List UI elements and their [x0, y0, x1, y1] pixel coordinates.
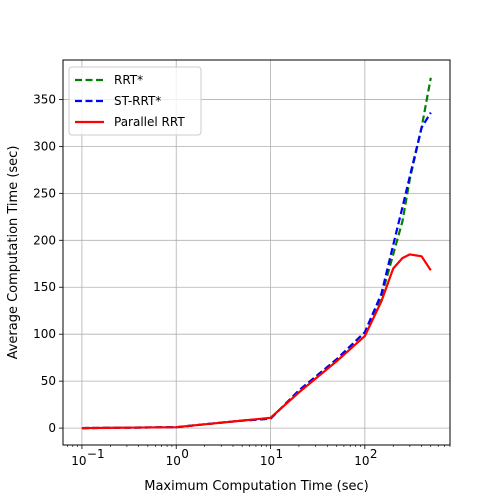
series-line-parallel-rrt — [81, 253, 432, 430]
x-tick-label: 10 — [260, 454, 275, 468]
y-tick-label: 300 — [33, 139, 56, 153]
x-tick-label-exponent: 1 — [276, 447, 284, 461]
y-tick-label: 0 — [48, 421, 56, 435]
x-tick-label: 10 — [354, 454, 369, 468]
legend-label-parallel-rrt: Parallel RRT — [114, 115, 185, 129]
y-tick-label: 100 — [33, 327, 56, 341]
legend-label-st-rrt-star: ST-RRT* — [114, 94, 161, 108]
y-tick-label: 50 — [41, 374, 56, 388]
y-tick-label: 200 — [33, 233, 56, 247]
legend-box — [68, 66, 202, 136]
y-tick-label: 250 — [33, 186, 56, 200]
x-tick-label-exponent: 0 — [181, 447, 189, 461]
y-tick-label: 150 — [33, 280, 56, 294]
series-lines — [81, 77, 432, 430]
legend: RRT* ST-RRT* Parallel RRT — [68, 66, 202, 136]
legend-label-rrt-star: RRT* — [114, 73, 143, 87]
x-tick-label: 10 — [166, 454, 181, 468]
legend-entry-st-rrt-star: ST-RRT* — [75, 94, 161, 108]
x-tick-label-exponent: −1 — [87, 447, 105, 461]
x-tick-label: 10 — [71, 454, 86, 468]
y-tick-label: 350 — [33, 92, 56, 106]
legend-entry-rrt-star: RRT* — [75, 73, 143, 87]
plot-frame — [62, 59, 451, 446]
x-axis-label: Maximum Computation Time (sec) — [144, 479, 368, 494]
x-tick-label-exponent: 2 — [370, 447, 378, 461]
legend-entry-parallel-rrt: Parallel RRT — [75, 115, 185, 129]
y-axis-label: Average Computation Time (sec) — [6, 146, 21, 360]
